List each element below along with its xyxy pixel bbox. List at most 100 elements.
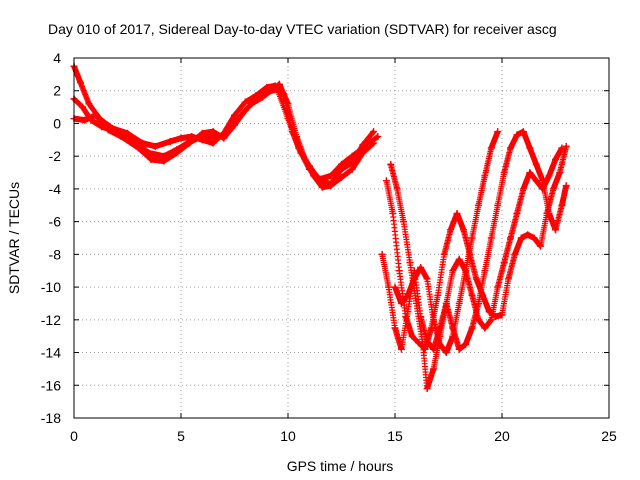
y-tick-label: 0 — [53, 115, 61, 131]
data-point — [442, 349, 450, 357]
data-point — [406, 259, 414, 267]
data-point — [338, 173, 345, 181]
data-point — [147, 155, 155, 163]
data-point — [327, 172, 335, 180]
data-point — [494, 201, 502, 209]
data-point — [316, 175, 324, 183]
data-point — [378, 250, 386, 258]
data-point — [134, 144, 142, 152]
data-point — [305, 165, 313, 173]
data-point — [519, 185, 527, 193]
data-point — [231, 121, 238, 129]
data-point — [81, 116, 89, 124]
data-point — [220, 134, 228, 142]
data-point — [526, 144, 534, 152]
data-point — [507, 144, 515, 152]
data-point — [532, 160, 540, 168]
data-point — [387, 160, 395, 168]
data-point — [526, 169, 534, 177]
data-point — [395, 267, 403, 275]
data-point — [423, 275, 431, 283]
data-point — [498, 311, 506, 319]
plot-frame — [73, 57, 610, 419]
data-point — [160, 157, 168, 165]
data-point — [79, 103, 87, 111]
data-point — [449, 332, 457, 340]
data-point — [558, 144, 566, 152]
data-point — [562, 182, 570, 190]
data-point — [397, 345, 405, 353]
data-point — [558, 201, 566, 209]
data-point — [417, 313, 425, 321]
data-point — [404, 308, 412, 316]
data-point — [517, 234, 525, 242]
data-point — [275, 80, 283, 88]
data-point — [415, 339, 423, 347]
data-point — [472, 275, 480, 283]
y-tick-label: -8 — [49, 246, 62, 262]
series-0 — [70, 62, 378, 188]
data-point — [151, 142, 159, 150]
data-point — [318, 183, 326, 191]
data-point — [513, 131, 521, 139]
data-point — [455, 255, 463, 263]
data-point — [241, 98, 249, 106]
data-point — [430, 316, 438, 324]
data-point — [389, 209, 397, 217]
data-point — [440, 250, 448, 258]
data-point — [186, 139, 194, 147]
data-point — [442, 299, 450, 307]
data-point — [177, 134, 185, 142]
x-tick-label: 20 — [494, 428, 510, 444]
data-point — [552, 226, 559, 234]
data-point — [327, 182, 335, 190]
data-point — [400, 218, 408, 226]
data-point — [241, 106, 249, 114]
data-point — [404, 291, 412, 299]
data-point — [408, 332, 416, 340]
y-tick-label: -12 — [41, 312, 61, 328]
data-layer — [70, 62, 570, 393]
data-point — [494, 128, 502, 136]
data-point — [385, 283, 393, 291]
data-point — [209, 139, 217, 147]
data-point — [423, 385, 431, 393]
series-2 — [70, 85, 382, 183]
data-point — [85, 100, 93, 108]
data-point — [468, 291, 476, 299]
y-tick-label: 2 — [53, 83, 61, 99]
data-point — [481, 267, 489, 275]
data-point — [545, 209, 553, 217]
series-5 — [378, 128, 570, 353]
data-point — [252, 95, 260, 103]
data-point — [430, 365, 438, 373]
data-point — [447, 226, 455, 234]
data-point — [374, 133, 382, 141]
data-point — [359, 144, 367, 152]
data-point — [487, 316, 495, 324]
data-point — [459, 226, 467, 234]
data-point — [474, 299, 482, 307]
y-tick-label: -10 — [41, 279, 61, 295]
data-point — [397, 299, 405, 307]
data-point — [513, 209, 521, 217]
data-point — [487, 234, 495, 242]
data-point — [500, 259, 508, 267]
data-point — [393, 185, 401, 193]
ticks — [73, 57, 610, 419]
data-point — [338, 160, 345, 168]
data-point — [492, 313, 500, 321]
data-point — [417, 263, 425, 271]
data-point — [507, 234, 515, 242]
data-point — [545, 172, 553, 180]
data-point — [104, 126, 112, 134]
data-point — [284, 115, 292, 123]
data-point — [468, 324, 476, 332]
data-point — [524, 231, 532, 239]
data-point — [500, 169, 508, 177]
data-point — [76, 79, 84, 87]
data-point — [348, 152, 356, 160]
x-tick-label: 15 — [387, 428, 403, 444]
x-tick-label: 0 — [70, 428, 78, 444]
